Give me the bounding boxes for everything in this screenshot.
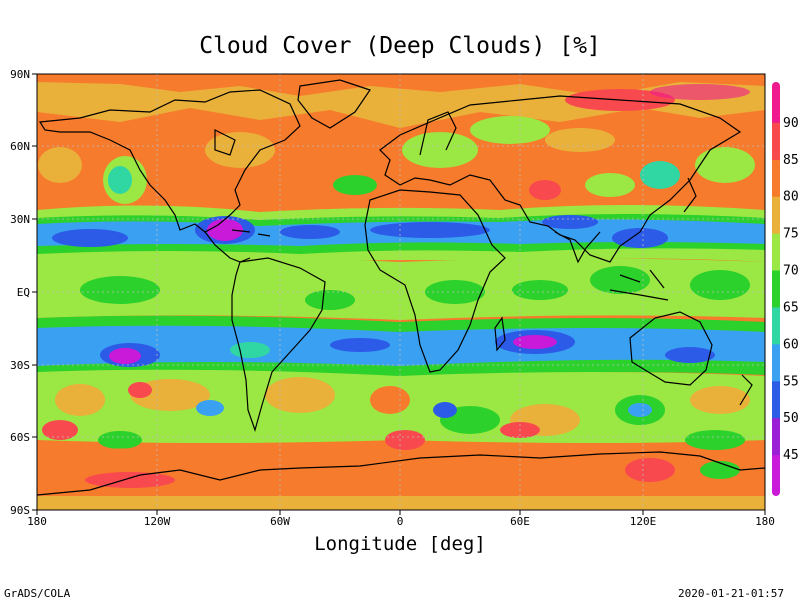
eurasia-coast	[379, 95, 742, 263]
colorbar-segment	[772, 344, 780, 382]
north-america-coast	[38, 89, 301, 233]
southern-mid-latitudes	[37, 369, 765, 450]
map-title: Cloud Cover (Deep Clouds) [%]	[199, 33, 601, 59]
equatorial-band	[37, 256, 765, 320]
colorbar-segment	[772, 233, 780, 272]
colorbar-label: 80	[783, 190, 799, 205]
grid-lines	[37, 74, 765, 510]
footer-timestamp: 2020-01-21-01:57	[678, 587, 784, 600]
y-tick-label: EQ	[17, 286, 30, 299]
central-america-coast	[204, 231, 251, 263]
y-tick-label: 30N	[10, 213, 30, 226]
colorbar-segment	[772, 122, 780, 161]
colorbar: 90 85 80 75 70 65 60 55 50 45	[772, 82, 799, 496]
colorbar-segment	[772, 307, 780, 345]
colorbar-label: 75	[783, 227, 799, 242]
x-tick-label: 120W	[144, 515, 171, 528]
y-tick-label: 90S	[10, 504, 30, 517]
tick-marks	[32, 73, 766, 515]
antarctic-region	[37, 448, 765, 510]
colorbar-label: 90	[783, 116, 799, 131]
x-tick-label: 120E	[630, 515, 657, 528]
india-coast	[554, 231, 601, 264]
australia-coast	[629, 311, 713, 386]
x-tick-label: 0	[397, 515, 404, 528]
x-tick-labels: 180 120W 60W 0 60E 120E 180	[27, 515, 775, 528]
new-zealand-coast	[739, 374, 753, 406]
x-tick-label: 60W	[270, 515, 290, 528]
caribbean-islands	[231, 229, 271, 237]
colorbar-label: 65	[783, 300, 799, 315]
y-tick-label: 60S	[10, 431, 30, 444]
indonesia-coast	[609, 269, 669, 301]
y-tick-label: 30S	[10, 359, 30, 372]
south-subtropical-band	[37, 315, 765, 378]
north-subtropical-band	[37, 205, 765, 264]
madagascar-coast	[494, 316, 506, 352]
y-tick-labels: 90N 60N 30N EQ 30S 60S 90S	[10, 68, 30, 517]
scandinavia-coast	[419, 111, 457, 156]
colorbar-label: 50	[783, 411, 799, 426]
x-tick-label: 60E	[510, 515, 530, 528]
colorbar-cap-top	[772, 82, 780, 90]
x-axis-label: Longitude [deg]	[314, 533, 486, 555]
footer-credit: GrADS/COLA	[4, 587, 71, 600]
colorbar-label: 45	[783, 448, 799, 463]
colorbar-segment	[772, 270, 780, 308]
colorbar-label: 85	[783, 153, 799, 168]
africa-coast	[364, 189, 506, 373]
colorbar-segment	[772, 196, 780, 235]
colorbar-label: 60	[783, 337, 799, 352]
antarctica-coast	[37, 451, 765, 496]
colorbar-label: 55	[783, 374, 799, 389]
colorbar-segment	[772, 418, 780, 456]
hudson-bay-coast	[214, 129, 236, 156]
y-tick-label: 60N	[10, 140, 30, 153]
colorbar-segment	[772, 159, 780, 198]
colorbar-segment	[772, 86, 780, 124]
south-america-coast	[231, 257, 326, 432]
x-tick-label: 180	[755, 515, 775, 528]
colorbar-segment	[772, 381, 780, 419]
x-tick-label: 180	[27, 515, 47, 528]
greenland-coast	[297, 79, 371, 129]
colorbar-segment	[772, 455, 780, 493]
contour-field	[37, 74, 765, 510]
japan-coast	[683, 177, 697, 213]
coastlines	[37, 79, 765, 496]
colorbar-label: 70	[783, 264, 799, 279]
y-tick-label: 90N	[10, 68, 30, 81]
colorbar-cap-bottom	[772, 488, 780, 496]
